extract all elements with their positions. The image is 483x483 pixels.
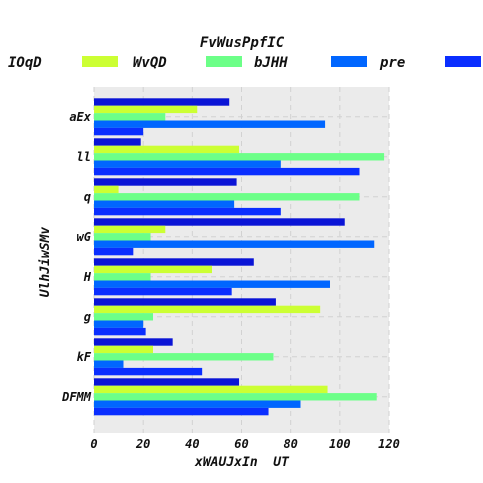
legend-label: pre <box>379 55 405 71</box>
bar <box>94 160 281 168</box>
legend-label: bJHH <box>254 55 288 71</box>
y-axis-label: UlhJiwSMv <box>38 227 53 298</box>
y-tick-label: q <box>84 190 91 204</box>
y-tick-label: kF <box>77 350 92 364</box>
legend-swatch <box>206 56 242 67</box>
bar <box>94 338 173 346</box>
bar <box>94 207 281 216</box>
bar <box>94 247 134 256</box>
bar <box>94 378 240 386</box>
bar <box>94 153 385 161</box>
bar <box>94 320 144 328</box>
bar <box>94 240 375 248</box>
bar <box>94 287 232 296</box>
x-axis-ticks: 0 20 40 60 80 100 120 <box>90 437 399 451</box>
y-tick-label: aEx <box>69 110 91 124</box>
legend-label: IOqD <box>8 55 42 71</box>
bar <box>94 145 240 154</box>
bar <box>94 280 330 288</box>
bar <box>94 305 321 314</box>
bar <box>94 360 124 368</box>
x-tick-label: 40 <box>185 437 199 451</box>
bar <box>94 127 144 136</box>
bar <box>94 367 203 376</box>
chart-title: FvWusPpfIC <box>200 35 285 51</box>
bar <box>94 400 301 408</box>
bar <box>94 225 166 234</box>
bar <box>94 113 166 121</box>
bar <box>94 233 151 241</box>
y-tick-label: ll <box>77 150 91 164</box>
legend-swatch <box>82 56 118 67</box>
x-tick-label: 80 <box>283 437 297 451</box>
bar <box>94 385 328 394</box>
bar <box>94 258 254 266</box>
bar <box>94 313 153 321</box>
bar <box>94 218 345 226</box>
bar <box>94 200 235 208</box>
legend-swatch <box>331 56 367 67</box>
bar <box>94 298 276 306</box>
legend-label: WvQD <box>133 55 167 71</box>
bar <box>94 185 119 194</box>
bar <box>94 167 360 176</box>
bar <box>94 345 153 354</box>
legend: IOqD WvQD bJHH pre <box>8 55 481 71</box>
y-axis-ticks: aEx ll q wG Hg kF DFMM <box>61 110 92 404</box>
x-tick-label: 120 <box>378 437 400 451</box>
bar <box>94 265 212 274</box>
x-tick-label: 0 <box>90 437 97 451</box>
bar <box>94 273 151 281</box>
bars <box>94 98 385 416</box>
bar <box>94 353 274 361</box>
bar <box>94 407 269 416</box>
bar <box>94 393 377 401</box>
y-tick-label: wG <box>77 230 91 244</box>
y-tick-label: H <box>83 270 92 284</box>
bar <box>94 178 237 186</box>
bar <box>94 327 146 336</box>
y-tick-label: DFMM <box>61 390 92 404</box>
bar <box>94 193 360 201</box>
bar <box>94 120 326 128</box>
bar <box>94 138 141 146</box>
bar <box>94 105 198 114</box>
x-tick-label: 60 <box>234 437 248 451</box>
y-tick-label: g <box>84 310 91 324</box>
x-axis-label: xWAUJxIn UT <box>194 455 290 470</box>
x-tick-label: 20 <box>135 437 150 451</box>
bar <box>94 98 230 106</box>
x-tick-label: 100 <box>329 437 351 451</box>
legend-swatch <box>445 56 481 67</box>
